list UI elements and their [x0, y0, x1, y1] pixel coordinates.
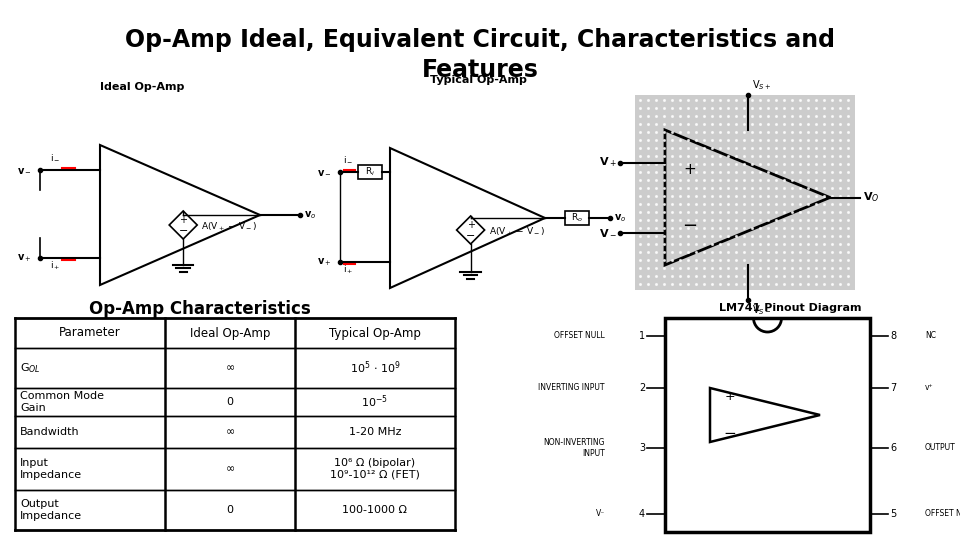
- Text: INVERTING INPUT: INVERTING INPUT: [539, 383, 605, 393]
- Text: −: −: [683, 217, 698, 234]
- Text: Ideal Op-Amp: Ideal Op-Amp: [190, 327, 270, 340]
- Text: R$_i$: R$_i$: [365, 166, 375, 178]
- Text: +: +: [467, 220, 474, 230]
- Text: i$_+$: i$_+$: [343, 264, 353, 276]
- Text: G$_{OL}$: G$_{OL}$: [20, 361, 40, 375]
- Text: 4: 4: [638, 509, 645, 519]
- Text: 100-1000 Ω: 100-1000 Ω: [343, 505, 407, 515]
- Text: Op-Amp Characteristics: Op-Amp Characteristics: [89, 300, 311, 318]
- Text: −: −: [179, 226, 188, 236]
- Text: 1-20 MHz: 1-20 MHz: [348, 427, 401, 437]
- Text: A(V$_+$ $-$ V$_-$): A(V$_+$ $-$ V$_-$): [202, 221, 257, 233]
- Text: V$_{S+}$: V$_{S+}$: [753, 78, 772, 92]
- Text: V$_-$: V$_-$: [599, 227, 617, 238]
- Text: Parameter: Parameter: [60, 327, 121, 340]
- Text: 1: 1: [638, 331, 645, 341]
- Text: 7: 7: [890, 383, 897, 393]
- Text: 10⁶ Ω (bipolar)
10⁹-10¹² Ω (FET): 10⁶ Ω (bipolar) 10⁹-10¹² Ω (FET): [330, 458, 420, 480]
- Bar: [665, 318, 870, 532]
- Text: 10$^{-5}$: 10$^{-5}$: [362, 394, 389, 410]
- Text: i$_-$: i$_-$: [50, 152, 60, 162]
- Text: v$_+$: v$_+$: [17, 252, 32, 264]
- Text: 0: 0: [227, 505, 233, 515]
- Text: V$_{S-}$: V$_{S-}$: [753, 303, 772, 317]
- Text: 3: 3: [638, 443, 645, 453]
- Text: +: +: [684, 162, 696, 177]
- Text: Ideal Op-Amp: Ideal Op-Amp: [100, 82, 184, 92]
- Text: V⁻: V⁻: [596, 510, 605, 518]
- Text: v$_o$: v$_o$: [304, 209, 316, 221]
- Text: Typical Op-Amp: Typical Op-Amp: [329, 327, 420, 340]
- Text: v$_-$: v$_-$: [317, 167, 332, 177]
- Text: V$_{O}$: V$_{O}$: [863, 191, 879, 205]
- Text: OFFSET NULL: OFFSET NULL: [925, 510, 960, 518]
- Text: 10$^5$ $\cdot$ 10$^9$: 10$^5$ $\cdot$ 10$^9$: [349, 360, 400, 376]
- FancyBboxPatch shape: [565, 211, 589, 225]
- FancyBboxPatch shape: [358, 165, 382, 179]
- Text: 2: 2: [638, 383, 645, 393]
- Text: LM741 Pinout Diagram: LM741 Pinout Diagram: [719, 303, 861, 313]
- Text: V$_+$: V$_+$: [599, 156, 617, 170]
- Text: i$_+$: i$_+$: [50, 260, 60, 273]
- Text: ∞: ∞: [226, 363, 234, 373]
- Text: v⁺: v⁺: [925, 383, 934, 393]
- Text: 0: 0: [227, 397, 233, 407]
- Text: OUTPUT: OUTPUT: [925, 443, 956, 453]
- Text: i$_-$: i$_-$: [343, 154, 353, 164]
- Text: v$_-$: v$_-$: [17, 165, 32, 175]
- Text: 5: 5: [890, 509, 897, 519]
- Text: NC: NC: [925, 332, 936, 341]
- Text: −: −: [724, 426, 736, 441]
- Text: v$_o$: v$_o$: [614, 212, 626, 224]
- Text: +: +: [180, 215, 187, 225]
- Text: Features: Features: [421, 58, 539, 82]
- Text: Op-Amp Ideal, Equivalent Circuit, Characteristics and: Op-Amp Ideal, Equivalent Circuit, Charac…: [125, 28, 835, 52]
- Text: ∞: ∞: [226, 427, 234, 437]
- Text: Bandwidth: Bandwidth: [20, 427, 80, 437]
- Text: Output
Impedance: Output Impedance: [20, 499, 83, 521]
- Bar: [635, 95, 855, 290]
- Text: ∞: ∞: [226, 464, 234, 474]
- Text: A(V$_+$ $-$ V$_-$): A(V$_+$ $-$ V$_-$): [489, 226, 544, 238]
- Text: Typical Op-Amp: Typical Op-Amp: [430, 75, 527, 85]
- Text: Common Mode
Gain: Common Mode Gain: [20, 391, 104, 413]
- Text: 6: 6: [890, 443, 896, 453]
- Text: NON-INVERTING
INPUT: NON-INVERTING INPUT: [543, 438, 605, 458]
- Text: 8: 8: [890, 331, 896, 341]
- Text: −: −: [466, 231, 475, 241]
- Text: +: +: [725, 390, 735, 403]
- Text: OFFSET NULL: OFFSET NULL: [554, 332, 605, 341]
- Text: v$_+$: v$_+$: [318, 256, 332, 268]
- Text: R$_o$: R$_o$: [571, 212, 583, 224]
- Text: Input
Impedance: Input Impedance: [20, 458, 83, 480]
